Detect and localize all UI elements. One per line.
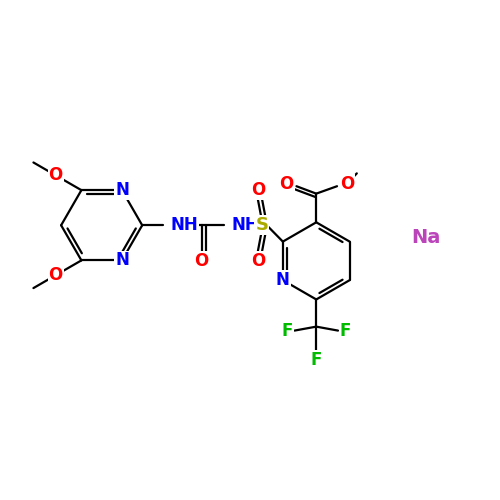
- Text: O: O: [251, 252, 265, 270]
- Text: N: N: [115, 252, 129, 270]
- Text: O: O: [48, 266, 63, 284]
- Text: O: O: [48, 166, 63, 184]
- Text: F: F: [310, 352, 322, 370]
- Text: Na: Na: [411, 228, 440, 247]
- Text: S: S: [256, 216, 268, 234]
- Text: NH: NH: [171, 216, 198, 234]
- Text: O: O: [340, 174, 354, 192]
- Text: O: O: [251, 180, 265, 198]
- Text: F: F: [282, 322, 293, 340]
- Text: F: F: [340, 322, 351, 340]
- Text: N: N: [115, 181, 129, 199]
- Text: N: N: [276, 271, 290, 289]
- Text: O: O: [280, 174, 293, 192]
- Text: O: O: [194, 252, 208, 270]
- Text: NH: NH: [231, 216, 259, 234]
